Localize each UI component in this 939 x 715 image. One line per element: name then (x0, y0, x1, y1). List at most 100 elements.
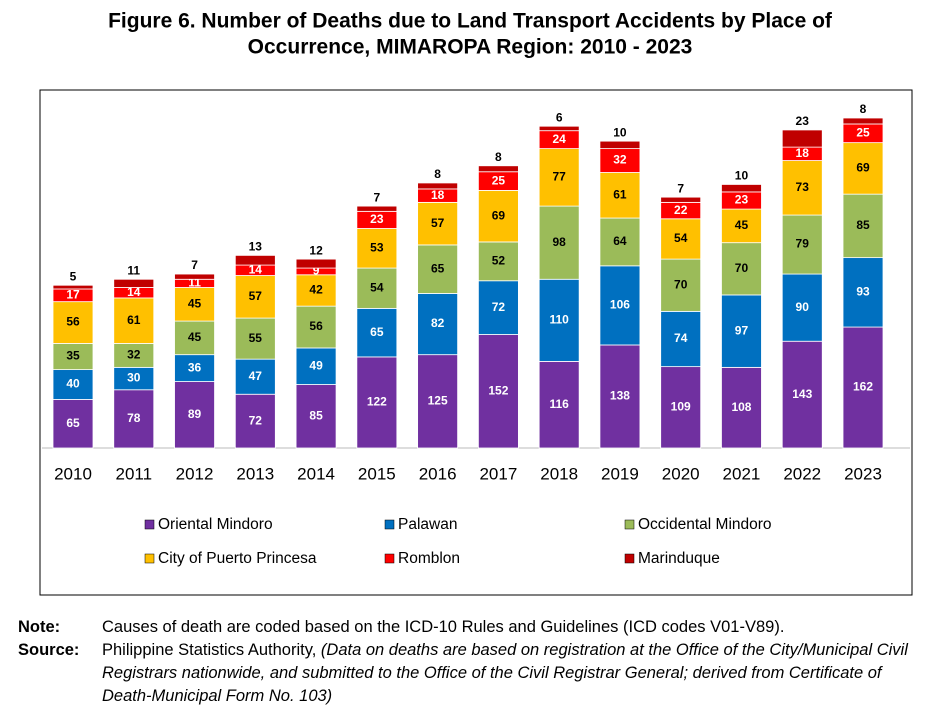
data-label: 7 (677, 181, 684, 195)
bar-segment (417, 182, 459, 190)
data-label: 23 (370, 212, 384, 226)
bar-segment (538, 205, 580, 280)
x-tick-label: 2022 (783, 464, 821, 483)
bar-segment (721, 208, 762, 244)
bar-segment (660, 196, 702, 203)
note-row: Note: Causes of death are coded based on… (18, 616, 923, 639)
data-label: 85 (309, 408, 323, 422)
bar-segment (660, 310, 702, 368)
bar-segment (842, 117, 884, 125)
data-label: 74 (674, 331, 688, 345)
data-label: 77 (552, 170, 566, 184)
data-label: 11 (127, 263, 140, 277)
bar-segment (356, 356, 398, 449)
data-label: 65 (370, 325, 384, 339)
data-label: 69 (492, 208, 506, 222)
data-label: 8 (495, 150, 502, 164)
data-label: 5 (70, 269, 77, 283)
data-label: 55 (249, 331, 263, 345)
data-label: 89 (188, 407, 202, 421)
bar-segment (356, 205, 398, 212)
bar-segment (477, 165, 519, 173)
data-label: 49 (309, 358, 323, 372)
data-label: 54 (674, 231, 688, 245)
data-label: 138 (610, 389, 630, 403)
bar-segment (234, 393, 276, 449)
data-label: 45 (735, 218, 749, 232)
bar-segment (417, 244, 459, 294)
bar-segment (52, 301, 94, 344)
data-label: 25 (492, 173, 506, 187)
data-label: 18 (796, 146, 810, 160)
data-label: 14 (127, 285, 141, 299)
data-label: 82 (431, 316, 445, 330)
x-tick-label: 2023 (844, 464, 882, 483)
data-label: 10 (613, 125, 627, 139)
bar-segment (781, 129, 823, 148)
data-label: 57 (249, 289, 263, 303)
legend-label: City of Puerto Princesa (158, 550, 317, 567)
bar-segment (538, 360, 580, 449)
data-label: 32 (613, 153, 627, 167)
data-label: 52 (492, 254, 506, 268)
legend-swatch (384, 519, 395, 530)
data-label: 8 (860, 102, 867, 116)
chart-title: Figure 6. Number of Deaths due to Land T… (108, 10, 833, 33)
bar-segment (842, 193, 884, 259)
bar-segment (234, 275, 276, 319)
x-tick-label: 2017 (479, 464, 517, 483)
data-label: 162 (853, 380, 873, 394)
legend-label: Palawan (398, 516, 457, 533)
data-label: 8 (434, 167, 441, 181)
data-label: 36 (188, 360, 202, 374)
data-label: 22 (674, 203, 688, 217)
bar-segment (52, 399, 94, 449)
data-label: 23 (735, 193, 749, 207)
data-label: 61 (127, 313, 141, 327)
data-label: 73 (796, 180, 810, 194)
bar-segment (477, 190, 519, 243)
bar-segment (174, 320, 215, 356)
data-label: 93 (856, 285, 870, 299)
data-label: 12 (309, 243, 323, 257)
bar-segment (295, 305, 337, 349)
data-label: 110 (549, 313, 569, 327)
note-text: Causes of death are coded based on the I… (102, 618, 785, 636)
x-tick-label: 2012 (176, 464, 214, 483)
data-label: 35 (66, 349, 80, 363)
legend-swatch (144, 553, 155, 564)
x-tick-label: 2014 (297, 464, 335, 483)
data-label: 13 (249, 240, 263, 254)
data-label: 56 (309, 319, 323, 333)
data-label: 14 (249, 262, 263, 276)
x-tick-label: 2016 (419, 464, 457, 483)
data-label: 64 (613, 234, 627, 248)
bar-segment (295, 347, 337, 385)
bar-segment (660, 366, 702, 449)
legend-label: Marinduque (638, 550, 720, 567)
legend-swatch (384, 553, 395, 564)
bar-segment (417, 354, 459, 449)
data-label: 54 (370, 280, 384, 294)
bar-segment (234, 254, 276, 266)
data-label: 61 (613, 187, 627, 201)
data-label: 47 (249, 369, 263, 383)
bar-segment (113, 389, 155, 449)
data-label: 6 (556, 110, 563, 124)
x-tick-label: 2011 (115, 464, 152, 483)
chart-title: Occurrence, MIMAROPA Region: 2010 - 2023 (248, 36, 693, 59)
legend-label: Romblon (398, 550, 460, 567)
x-tick-label: 2015 (358, 464, 396, 483)
bar-segment (781, 340, 823, 449)
data-label: 85 (856, 218, 870, 232)
bar-segment (477, 280, 519, 335)
bar-segment (174, 273, 215, 280)
data-label: 23 (796, 114, 810, 128)
data-label: 42 (309, 283, 323, 297)
bar-segment (842, 326, 884, 449)
bar-segment (538, 148, 580, 207)
data-label: 125 (428, 394, 448, 408)
x-tick-label: 2021 (723, 464, 761, 483)
data-label: 25 (856, 125, 870, 139)
data-label: 18 (431, 188, 445, 202)
